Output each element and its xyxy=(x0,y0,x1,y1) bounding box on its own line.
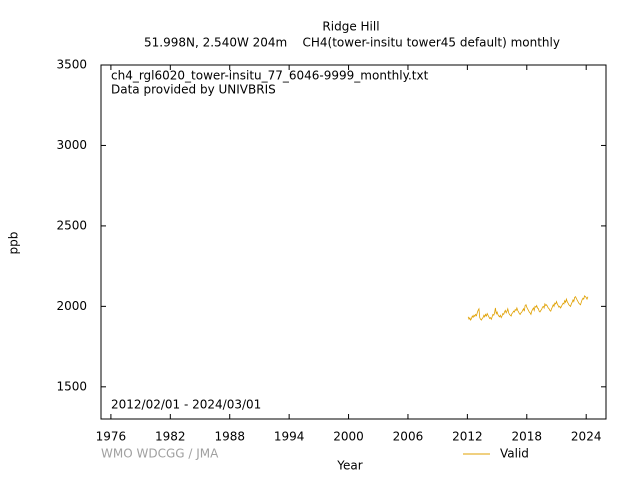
x-tick-label: 1982 xyxy=(155,430,186,444)
y-tick-label: 3000 xyxy=(56,138,87,152)
annotation: WMO WDCGG / JMA xyxy=(101,447,219,461)
x-tick-label: 2000 xyxy=(333,430,364,444)
x-tick-label: 1994 xyxy=(274,430,305,444)
annotation: 2012/02/01 - 2024/03/01 xyxy=(111,398,261,412)
annotation: ch4_rgl6020_tower-insitu_77_6046-9999_mo… xyxy=(111,69,429,83)
y-tick-label: 2000 xyxy=(56,299,87,313)
chart-subtitle: 51.998N, 2.540W 204m CH4(tower-insitu to… xyxy=(144,36,560,50)
legend-label: Valid xyxy=(500,447,529,461)
x-tick-label: 2012 xyxy=(452,430,483,444)
y-tick-label: 2500 xyxy=(56,218,87,232)
plot-frame xyxy=(100,64,607,420)
y-axis-label: ppb xyxy=(7,232,21,255)
x-tick-label: 2006 xyxy=(393,430,424,444)
x-tick-label: 1988 xyxy=(214,430,245,444)
x-tick-label: 2024 xyxy=(571,430,602,444)
data-line xyxy=(467,295,589,321)
chart-title: Ridge Hill xyxy=(322,20,379,34)
y-tick-label: 1500 xyxy=(56,379,87,393)
x-axis-label: Year xyxy=(336,459,362,473)
x-tick-label: 2018 xyxy=(512,430,543,444)
annotation: Data provided by UNIVBRIS xyxy=(111,83,276,97)
x-tick-label: 1976 xyxy=(96,430,127,444)
y-tick-label: 3500 xyxy=(56,58,87,72)
